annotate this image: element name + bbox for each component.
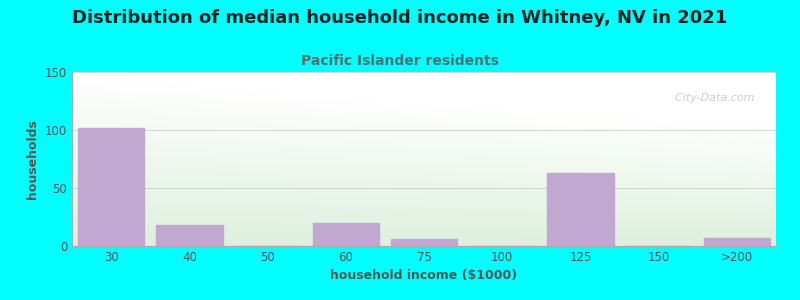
X-axis label: household income ($1000): household income ($1000) [330, 269, 518, 282]
Text: City-Data.com: City-Data.com [668, 93, 755, 103]
Bar [390, 239, 458, 246]
Bar [704, 238, 770, 246]
Bar [313, 223, 379, 246]
Bar [156, 225, 222, 246]
Bar [78, 128, 144, 246]
Y-axis label: households: households [26, 119, 39, 199]
Bar [547, 173, 614, 246]
Text: Pacific Islander residents: Pacific Islander residents [301, 54, 499, 68]
Text: Distribution of median household income in Whitney, NV in 2021: Distribution of median household income … [72, 9, 728, 27]
